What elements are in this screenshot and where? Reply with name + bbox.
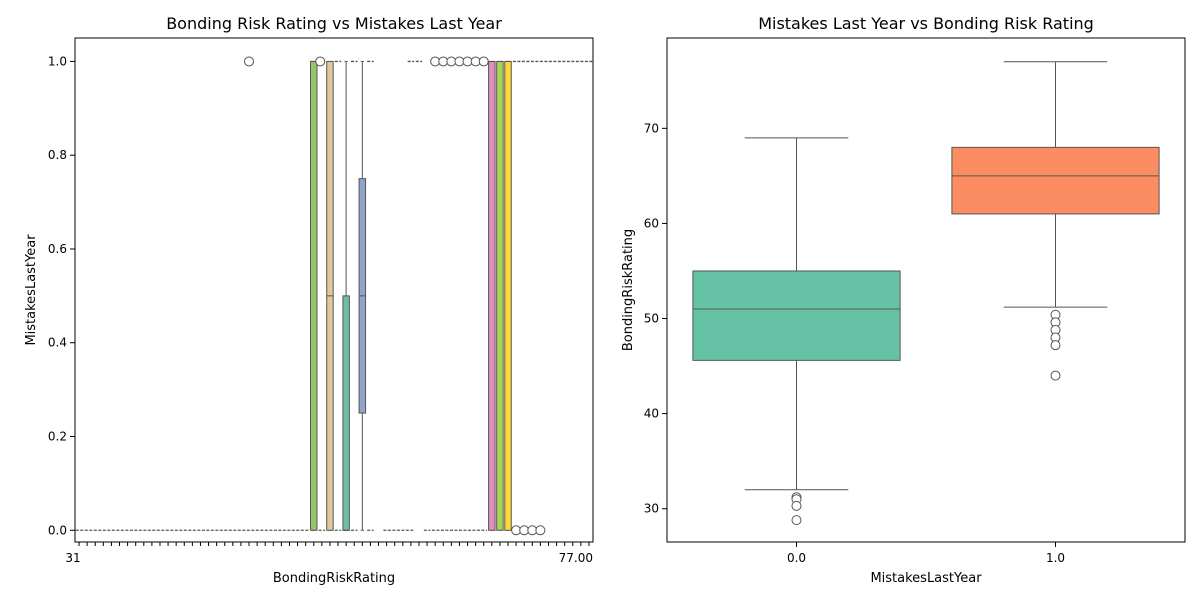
left-box	[496, 60, 504, 531]
left-x-axis-label: BondingRiskRating	[273, 571, 395, 586]
left-y-axis-label: MistakesLastYear	[24, 234, 39, 346]
left-outlier-point	[478, 56, 489, 67]
left-plot-area: 0.0 0.2 0.4 0.6 0.8 1.0 31 77.00	[48, 37, 594, 565]
left-y-tick-label: 0.4	[48, 336, 67, 350]
right-x-tick-label: 1.0	[1046, 551, 1065, 565]
left-y-tick-label: 0.2	[48, 430, 67, 444]
left-plot-frame	[74, 37, 594, 543]
right-outlier-point	[791, 515, 802, 526]
left-box	[488, 60, 496, 531]
left-outlier-point	[315, 56, 326, 67]
right-box	[692, 270, 901, 361]
left-x-tick-label-first: 31	[65, 551, 80, 565]
right-y-tick-label: 70	[644, 121, 659, 135]
left-box	[310, 60, 318, 531]
right-box	[951, 146, 1160, 215]
left-box	[504, 60, 512, 531]
left-chart-panel: Bonding Risk Rating vs Mistakes Last Yea…	[24, 14, 594, 586]
left-y-tick-label: 0.8	[48, 148, 67, 162]
left-y-tick-label: 1.0	[48, 54, 67, 68]
right-outlier-point	[1050, 340, 1061, 351]
left-box	[342, 295, 350, 531]
right-y-axis-label: BondingRiskRating	[621, 229, 636, 351]
right-x-axis-label: MistakesLastYear	[870, 571, 982, 586]
right-chart-panel: Mistakes Last Year vs Bonding Risk Ratin…	[621, 14, 1186, 586]
right-plot-frame	[666, 37, 1186, 543]
right-y-tick-label: 60	[644, 216, 659, 230]
left-outlier-point	[535, 525, 546, 536]
left-outlier-point	[244, 56, 255, 67]
left-y-tick-label: 0.0	[48, 523, 67, 537]
left-chart-title: Bonding Risk Rating vs Mistakes Last Yea…	[166, 14, 502, 33]
right-outlier-point	[791, 500, 802, 511]
right-y-tick-label: 50	[644, 312, 659, 326]
right-x-tick-label: 0.0	[787, 551, 806, 565]
right-y-tick-label: 40	[644, 407, 659, 421]
right-chart-title: Mistakes Last Year vs Bonding Risk Ratin…	[758, 14, 1094, 33]
right-plot-area: 30 40 50 60 70 0.0 1.0	[644, 37, 1186, 565]
left-y-tick-label: 0.6	[48, 242, 67, 256]
right-outlier-point	[1050, 370, 1061, 381]
right-y-tick-label: 30	[644, 502, 659, 516]
left-x-tick-label-last: 77.00	[559, 551, 593, 565]
